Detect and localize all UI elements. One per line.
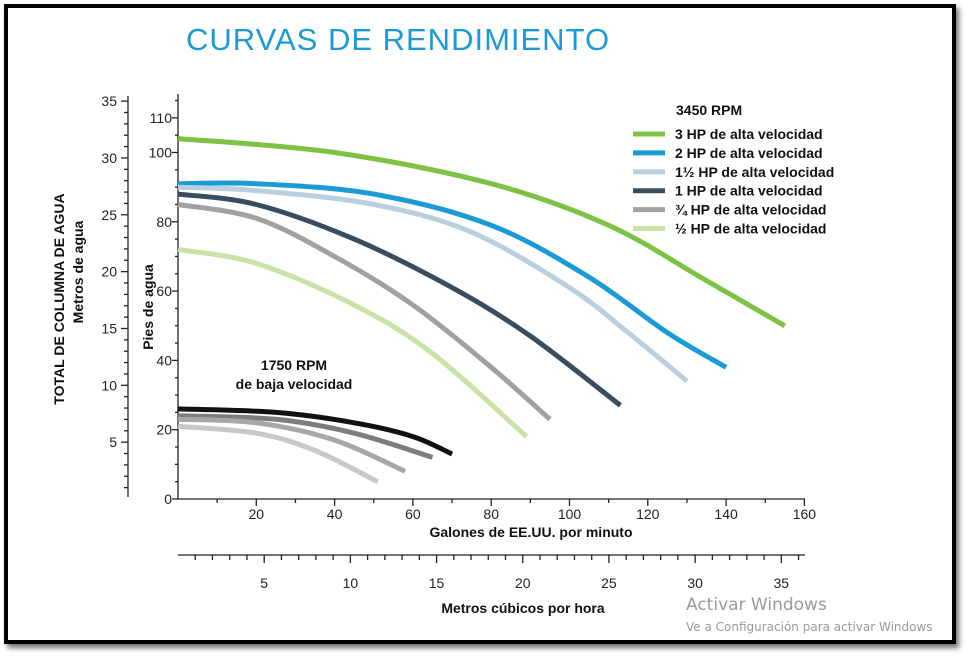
y-axis-metres-tick-label: 35	[101, 93, 117, 109]
x-axis-gpm-title: Galones de EE.UU. por minuto	[429, 524, 632, 540]
legend-group: 3450 RPM 3 HP de alta velocidad 2 HP de al…	[633, 102, 834, 237]
y-axis-metres-tick-label: 30	[101, 150, 117, 166]
curve-3450-rpm-5	[177, 202, 552, 422]
axes-group: 0 20 40 60 80 100 110 20 40 60 80 100 120 140 160 5 10 15…	[101, 93, 816, 591]
legend-label: 1½ HP de alta velocidad	[675, 164, 834, 180]
legend-label: 2 HP de alta velocidad	[675, 145, 823, 161]
curves-group	[177, 136, 787, 484]
y-axis-feet-tick-label: 110	[150, 110, 173, 126]
y-axis-feet-tick-label: 100	[149, 145, 173, 161]
activate-windows-hint: Ve a Configuración para activar Windows	[686, 620, 933, 634]
x-axis-m3h-tick-label: 35	[774, 575, 790, 591]
x-axis-m3h-tick-label: 25	[601, 575, 617, 591]
x-axis-m3h-tick-label: 5	[260, 575, 268, 591]
y-axis-metres-title: TOTAL DE COLUMNA DE AGUA	[51, 193, 67, 404]
low-speed-rpm-label: 1750 RPM	[261, 357, 327, 373]
y-axis-feet-tick-label: 60	[156, 283, 172, 299]
low-speed-description-label: de baja velocidad	[236, 376, 353, 392]
legend-label: ½ HP de alta velocidad	[675, 221, 826, 237]
curve-3450-rpm-6	[177, 247, 529, 439]
legend-label: 3 HP de alta velocidad	[675, 126, 823, 142]
x-axis-gpm-tick-label: 60	[405, 506, 421, 522]
chart-title: CURVAS DE RENDIMIENTO	[186, 22, 611, 57]
curve-1750-rpm-8	[177, 413, 434, 460]
legend-label: ¾ HP de alta velocidad	[675, 202, 826, 218]
y-axis-metres-tick-label: 5	[109, 434, 117, 450]
y-axis-feet-tick-label: 0	[164, 491, 172, 507]
y-axis-feet-tick-label: 20	[156, 422, 172, 438]
x-axis-m3h-title: Metros cúbicos por hora	[441, 600, 605, 616]
x-axis-m3h-tick-label: 20	[515, 575, 531, 591]
x-axis-m3h-tick-label: 10	[343, 575, 359, 591]
legend-label: 1 HP de alta velocidad	[675, 183, 823, 199]
y-axis-metres-tick-label: 10	[101, 377, 117, 393]
y-axis-feet-tick-label: 40	[156, 352, 172, 368]
y-axis-metres-tick-label: 15	[101, 320, 117, 336]
x-axis-gpm-tick-label: 140	[714, 506, 738, 522]
y-axis-metres-tick-label: 20	[101, 264, 117, 280]
x-axis-gpm-tick-label: 120	[636, 506, 660, 522]
x-axis-gpm-tick-label: 20	[249, 506, 265, 522]
x-axis-m3h-tick-label: 30	[687, 575, 703, 591]
curve-3450-rpm-4	[177, 191, 622, 408]
curve-3450-rpm-1	[177, 136, 787, 328]
x-axis-gpm-tick-label: 100	[558, 506, 582, 522]
activate-windows-watermark: Activar Windows	[686, 595, 827, 615]
chart-frame	[4, 4, 956, 644]
curve-1750-rpm-7	[177, 406, 454, 457]
x-axis-gpm-tick-label: 80	[483, 506, 499, 522]
y-axis-feet-title: Pies de agua	[140, 264, 156, 350]
legend-title: 3450 RPM	[676, 102, 742, 118]
curve-3450-rpm-3	[177, 184, 689, 384]
curve-1750-rpm-10	[177, 423, 379, 484]
curve-1750-rpm-9	[177, 416, 407, 474]
x-axis-gpm-tick-label: 160	[793, 506, 817, 522]
y-axis-metres-tick-label: 25	[101, 207, 117, 223]
x-axis-gpm-tick-label: 40	[327, 506, 343, 522]
x-axis-m3h-tick-label: 15	[429, 575, 445, 591]
curve-3450-rpm-2	[177, 180, 728, 370]
labels-group: Galones de EE.UU. por minuto Metros cúbic…	[51, 193, 633, 616]
y-axis-metres-subtitle: Metros de agua	[70, 220, 86, 323]
y-axis-feet-tick-label: 80	[156, 214, 172, 230]
